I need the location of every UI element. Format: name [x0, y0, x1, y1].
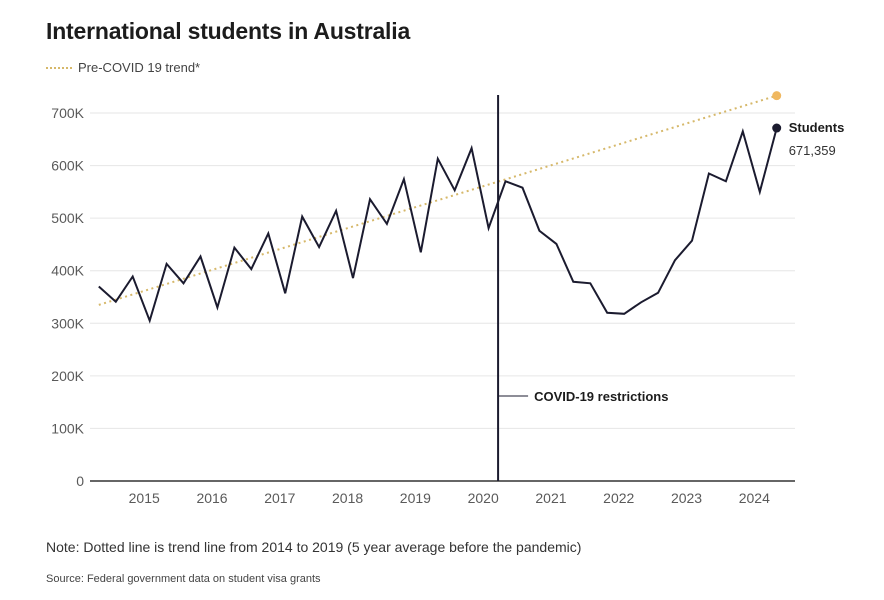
trend-end-point — [772, 91, 782, 101]
series-lines — [98, 91, 782, 324]
chart-source: Source: Federal government data on stude… — [46, 573, 321, 585]
y-axis: 0 100K 200K 300K 400K 500K 600K 700K — [51, 105, 84, 489]
series-end-value: 671,359 — [789, 143, 836, 158]
y-tick-label: 400K — [51, 263, 84, 279]
series-end-name: Students — [789, 120, 845, 135]
x-tick-label: 2023 — [671, 490, 702, 506]
x-tick-label: 2021 — [535, 490, 566, 506]
x-axis: 2015 2016 2017 2018 2019 2020 2021 2022 2023 2024 — [129, 490, 770, 506]
x-tick-label: 2022 — [603, 490, 634, 506]
y-tick-label: 100K — [51, 420, 84, 436]
x-tick-label: 2020 — [468, 490, 499, 506]
x-tick-label: 2019 — [400, 490, 431, 506]
trend-legend-label: Pre-COVID 19 trend* — [78, 60, 201, 75]
students-end-point — [772, 123, 782, 133]
y-tick-label: 200K — [51, 368, 84, 384]
x-tick-label: 2018 — [332, 490, 363, 506]
x-tick-label: 2024 — [739, 490, 770, 506]
y-tick-label: 0 — [76, 473, 84, 489]
y-tick-label: 700K — [51, 105, 84, 121]
chart-note: Note: Dotted line is trend line from 201… — [46, 539, 582, 555]
y-tick-label: 500K — [51, 210, 84, 226]
legend: Pre-COVID 19 trend* — [46, 60, 200, 75]
x-tick-label: 2017 — [264, 490, 295, 506]
gridlines — [90, 112, 795, 482]
y-tick-label: 600K — [51, 158, 84, 174]
chart-title: International students in Australia — [46, 18, 411, 44]
annotations: Students 671,359 COVID-19 restrictions — [497, 95, 845, 481]
covid-restrictions-label: COVID-19 restrictions — [534, 389, 668, 404]
x-tick-label: 2015 — [129, 490, 160, 506]
x-tick-label: 2016 — [196, 490, 227, 506]
y-tick-label: 300K — [51, 315, 84, 331]
students-line — [98, 127, 778, 324]
trend-legend-swatch — [46, 66, 72, 69]
trend-line — [98, 94, 777, 306]
